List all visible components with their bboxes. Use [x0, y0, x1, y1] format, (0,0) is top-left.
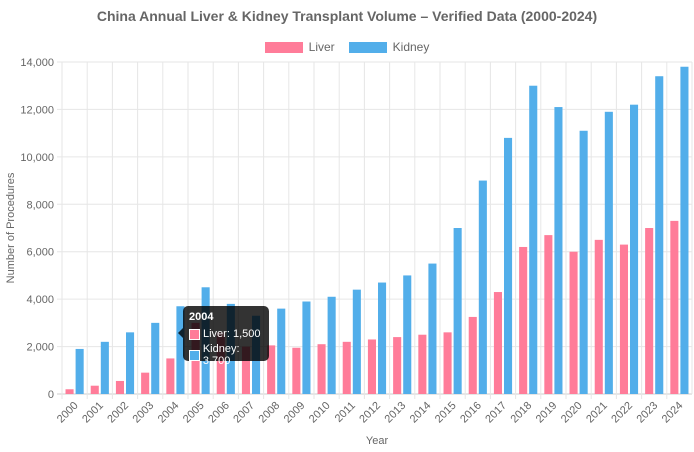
x-tick-label: 2007 [231, 400, 257, 426]
x-tick-label: 2021 [584, 400, 610, 426]
x-tick-label: 2020 [559, 400, 585, 426]
x-tick-label: 2008 [257, 400, 283, 426]
bar-liver-2017 [493, 292, 502, 394]
bar-kidney-2022 [630, 104, 639, 394]
bar-liver-2013 [393, 337, 402, 394]
legend-swatch-kidney [348, 41, 387, 53]
bar-liver-2003 [141, 372, 150, 394]
bar-liver-2001 [90, 385, 99, 394]
tooltip-text-kidney: Kidney: 3,700 [202, 343, 240, 367]
bar-liver-2000 [65, 389, 74, 394]
x-tick-label: 2013 [383, 400, 409, 426]
x-tick-label: 2005 [181, 400, 207, 426]
tooltip: 2004 Liver: 1,500 Kidney: 3,700 [178, 306, 269, 367]
bar-liver-2012 [367, 339, 376, 394]
x-tick-label: 2012 [357, 400, 383, 426]
bar-kidney-2003 [151, 322, 160, 394]
tooltip-text-liver: Liver: 1,500 [203, 328, 261, 340]
bar-kidney-2023 [655, 76, 664, 394]
bar-kidney-2011 [352, 289, 361, 394]
bar-kidney-2024 [680, 66, 689, 394]
x-tick-label: 2017 [483, 400, 509, 426]
y-tick-label: 8,000 [26, 199, 54, 211]
bar-liver-2007 [241, 346, 250, 394]
x-tick-label: 2006 [206, 400, 232, 426]
bar-liver-2002 [115, 380, 124, 394]
x-tick-label: 2016 [458, 400, 484, 426]
bar-liver-2008 [267, 345, 276, 394]
bar-kidney-2002 [126, 332, 135, 394]
bar-kidney-2019 [554, 107, 563, 395]
chart-title: China Annual Liver & Kidney Transplant V… [96, 8, 598, 24]
bar-kidney-2015 [453, 228, 462, 394]
x-tick-label: 2024 [660, 400, 686, 426]
bar-liver-2006 [216, 332, 225, 394]
bar-kidney-2020 [579, 130, 588, 394]
x-tick-label: 2023 [635, 400, 661, 426]
bar-liver-2015 [443, 332, 452, 394]
bar-kidney-2000 [75, 348, 84, 394]
tooltip-swatch-kidney [189, 349, 200, 361]
legend-label-kidney: Kidney [392, 40, 430, 54]
legend-swatch-liver [264, 41, 303, 53]
bar-liver-2004 [166, 358, 175, 394]
bar-liver-2024 [670, 220, 679, 394]
y-tick-label: 4,000 [26, 294, 54, 306]
bar-liver-2018 [519, 246, 528, 394]
x-tick-label: 2014 [408, 400, 434, 426]
bar-kidney-2012 [378, 282, 387, 394]
legend-item-liver[interactable]: Liver [264, 40, 335, 54]
bar-kidney-2017 [504, 137, 513, 394]
y-tick-label: 0 [48, 389, 54, 401]
bar-liver-2021 [594, 239, 603, 394]
bar-kidney-2013 [403, 275, 412, 394]
bar-liver-2019 [544, 235, 553, 394]
x-tick-label: 2015 [433, 400, 459, 426]
tooltip-title: 2004 [189, 311, 214, 323]
bar-kidney-2014 [428, 263, 437, 394]
tooltip-swatch-liver [189, 328, 200, 340]
x-tick-label: 2019 [534, 400, 560, 426]
x-tick-label: 2011 [333, 400, 358, 425]
y-tick-label: 6,000 [26, 247, 54, 259]
bar-liver-2023 [645, 228, 654, 394]
bar-kidney-2021 [604, 111, 613, 395]
legend-label-liver: Liver [308, 40, 335, 54]
bar-liver-2010 [317, 344, 326, 394]
bar-kidney-2004 [176, 306, 185, 394]
x-tick-label: 2000 [55, 400, 81, 426]
y-tick-label: 10,000 [20, 152, 54, 164]
x-tick-label: 2001 [80, 400, 106, 426]
bar-kidney-2018 [529, 85, 538, 394]
y-tick-label: 14,000 [20, 57, 54, 69]
bar-liver-2014 [418, 334, 427, 394]
tooltip-row-liver: Liver: 1,500 [189, 328, 260, 340]
y-tick-label: 2,000 [26, 342, 54, 354]
legend-item-kidney[interactable]: Kidney [348, 40, 430, 54]
x-tick-label: 2018 [509, 400, 535, 426]
x-tick-label: 2004 [156, 400, 182, 426]
bar-kidney-2010 [327, 296, 336, 394]
tooltip-caret [178, 328, 183, 338]
bar-liver-2022 [619, 244, 628, 394]
y-axis-title: Number of Procedures [5, 172, 17, 283]
bar-kidney-2016 [478, 180, 487, 394]
x-tick-label: 2022 [609, 400, 635, 426]
bar-liver-2016 [468, 316, 477, 394]
bar-liver-2020 [569, 251, 578, 394]
legend: Liver Kidney [0, 40, 694, 54]
x-tick-label: 2002 [105, 400, 131, 426]
bar-liver-2009 [292, 347, 301, 394]
bar-kidney-2008 [277, 308, 286, 394]
bar-liver-2011 [342, 341, 351, 394]
bar-kidney-2009 [302, 301, 311, 394]
bar-kidney-2001 [100, 341, 109, 394]
tooltip-row-kidney: Kidney: 3,700 [189, 343, 269, 367]
y-tick-label: 12,000 [20, 104, 54, 116]
x-tick-label: 2009 [282, 400, 308, 426]
x-tick-label: 2010 [307, 400, 333, 426]
x-axis-title: Year [366, 435, 389, 447]
x-tick-label: 2003 [131, 400, 157, 426]
